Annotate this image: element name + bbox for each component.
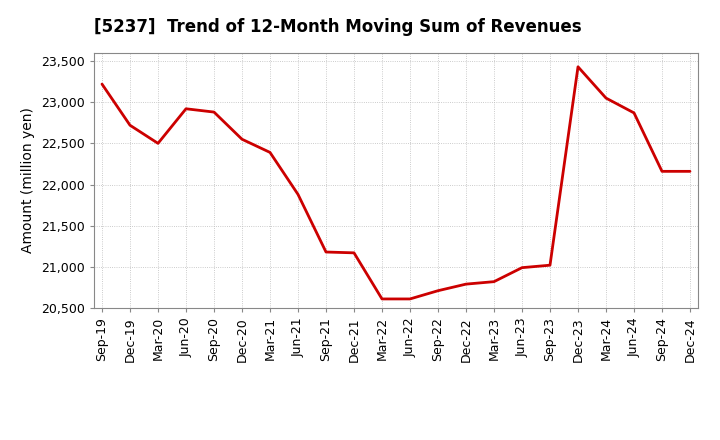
Y-axis label: Amount (million yen): Amount (million yen) <box>21 107 35 253</box>
Text: [5237]  Trend of 12-Month Moving Sum of Revenues: [5237] Trend of 12-Month Moving Sum of R… <box>94 18 581 36</box>
